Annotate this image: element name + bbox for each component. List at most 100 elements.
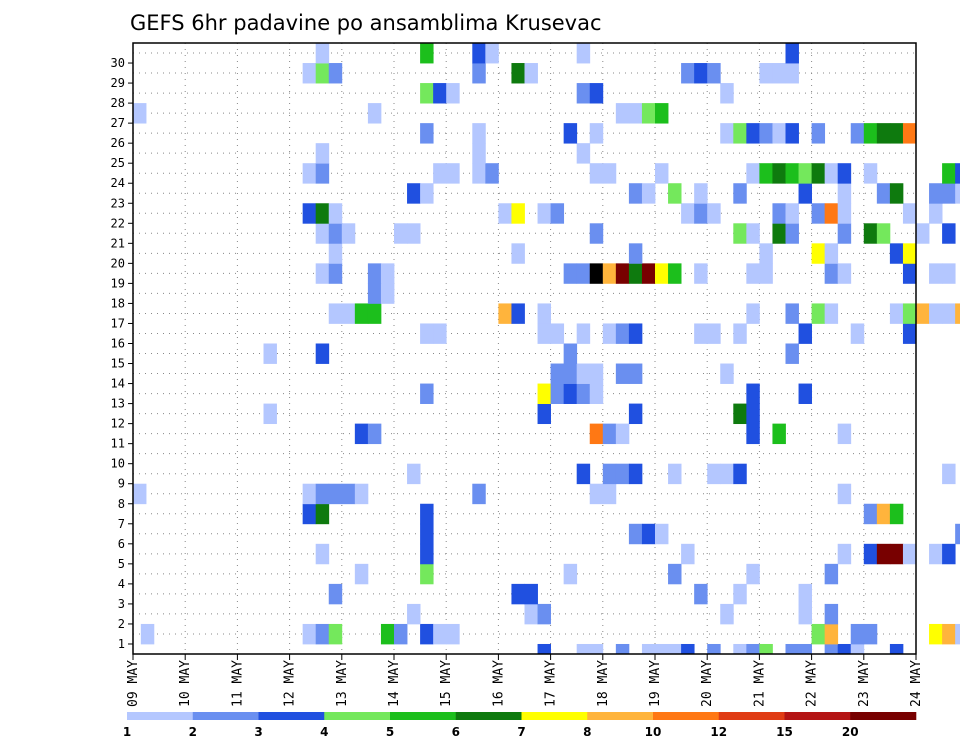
heatmap-cell bbox=[889, 303, 904, 324]
heatmap-cell bbox=[524, 583, 538, 605]
heatmap-cell bbox=[420, 563, 434, 585]
heatmap-cell bbox=[628, 523, 643, 545]
heatmap-cell bbox=[615, 363, 630, 384]
heatmap-cell bbox=[420, 623, 434, 645]
heatmap-cell bbox=[772, 63, 786, 84]
heatmap-cell bbox=[798, 383, 812, 404]
heatmap-cell bbox=[824, 603, 839, 625]
heatmap-cell bbox=[485, 43, 499, 64]
heatmap-cell bbox=[694, 583, 708, 605]
heatmap-cell bbox=[824, 643, 839, 655]
heatmap-cell bbox=[902, 323, 917, 344]
heatmap-cell bbox=[537, 303, 551, 324]
heatmap-cell bbox=[759, 63, 773, 84]
x-tick-label: 24 MAY bbox=[909, 660, 924, 707]
heatmap-cell bbox=[876, 503, 891, 525]
heatmap-cell bbox=[929, 203, 943, 224]
heatmap-cell bbox=[889, 643, 904, 655]
colorbar-segment bbox=[127, 712, 194, 720]
colorbar-segment bbox=[653, 712, 720, 720]
colorbar-label: 7 bbox=[517, 725, 525, 739]
heatmap-cell bbox=[315, 223, 330, 244]
heatmap-cell bbox=[563, 563, 578, 585]
heatmap-cell bbox=[916, 303, 930, 324]
heatmap-cell bbox=[746, 163, 760, 184]
heatmap-cell bbox=[916, 223, 930, 244]
heatmap-cell bbox=[668, 263, 682, 284]
x-tick-label: 19 MAY bbox=[648, 660, 663, 707]
heatmap-cell bbox=[694, 323, 708, 344]
heatmap-cell bbox=[576, 363, 591, 384]
heatmap-cell bbox=[942, 463, 956, 485]
heatmap-cell bbox=[863, 123, 878, 144]
heatmap-cell bbox=[315, 623, 330, 645]
heatmap-cell bbox=[759, 643, 773, 655]
y-tick-label: 4 bbox=[118, 577, 125, 591]
heatmap-cell bbox=[720, 603, 734, 625]
heatmap-cell bbox=[589, 163, 604, 184]
heatmap-cell bbox=[681, 203, 695, 224]
heatmap-cell bbox=[472, 43, 486, 64]
heatmap-cell bbox=[824, 623, 839, 645]
heatmap-cell bbox=[537, 383, 551, 404]
heatmap-cell bbox=[615, 423, 630, 445]
heatmap-cell bbox=[563, 123, 578, 144]
heatmap-cell bbox=[863, 623, 878, 645]
heatmap-cell bbox=[942, 163, 956, 184]
heatmap-cell bbox=[537, 323, 551, 344]
colorbar-label: 15 bbox=[776, 725, 793, 739]
y-tick-label: 22 bbox=[111, 216, 125, 230]
heatmap-cell bbox=[133, 483, 147, 505]
heatmap-cell bbox=[785, 203, 799, 224]
heatmap-cell bbox=[850, 643, 865, 655]
heatmap-cell bbox=[837, 183, 852, 204]
heatmap-cell bbox=[837, 483, 852, 505]
y-tick-label: 17 bbox=[111, 316, 125, 330]
heatmap-cell bbox=[328, 303, 343, 324]
heatmap-cell bbox=[850, 123, 865, 144]
heatmap-cell bbox=[759, 163, 773, 184]
colorbar-segment bbox=[390, 712, 457, 720]
heatmap-cell bbox=[837, 163, 852, 184]
heatmap-cell bbox=[707, 63, 721, 84]
heatmap-cell bbox=[641, 523, 656, 545]
heatmap-cell bbox=[837, 203, 852, 224]
heatmap-cell bbox=[798, 323, 812, 344]
heatmap-cell bbox=[433, 623, 447, 645]
heatmap-cell bbox=[315, 163, 330, 184]
heatmap-cell bbox=[785, 123, 799, 144]
heatmap-cell bbox=[668, 183, 682, 204]
heatmap-cell bbox=[785, 223, 799, 244]
heatmap-cell bbox=[694, 63, 708, 84]
y-tick-label: 29 bbox=[111, 76, 125, 90]
heatmap-cell bbox=[641, 263, 656, 284]
y-tick-label: 23 bbox=[111, 196, 125, 210]
x-tick-label: 13 MAY bbox=[335, 660, 350, 707]
heatmap-cell bbox=[759, 123, 773, 144]
heatmap-cell bbox=[550, 203, 565, 224]
heatmap-cell bbox=[472, 143, 486, 164]
heatmap-cell bbox=[576, 463, 591, 485]
heatmap-cell bbox=[720, 123, 734, 144]
heatmap-cell bbox=[889, 123, 904, 144]
heatmap-cell bbox=[628, 403, 643, 425]
heatmap-cell bbox=[707, 203, 721, 224]
colorbar-segment bbox=[455, 712, 522, 720]
heatmap-cell bbox=[876, 543, 891, 565]
heatmap-cell bbox=[863, 543, 878, 565]
heatmap-cell bbox=[942, 303, 956, 324]
chart-title: GEFS 6hr padavine po ansamblima Krusevac bbox=[130, 11, 602, 35]
heatmap-cell bbox=[537, 603, 551, 625]
heatmap-cell bbox=[407, 223, 421, 244]
y-tick-label: 16 bbox=[111, 336, 125, 350]
heatmap-cell bbox=[628, 183, 643, 204]
heatmap-cell bbox=[602, 163, 617, 184]
heatmap-cell bbox=[446, 623, 460, 645]
heatmap-cell bbox=[641, 103, 656, 124]
colorbar-segment bbox=[521, 712, 588, 720]
heatmap-cell bbox=[367, 103, 382, 124]
heatmap-cell bbox=[263, 403, 277, 425]
heatmap-cell bbox=[655, 103, 669, 124]
heatmap-cell bbox=[746, 423, 760, 445]
colorbar-label: 3 bbox=[254, 725, 262, 739]
